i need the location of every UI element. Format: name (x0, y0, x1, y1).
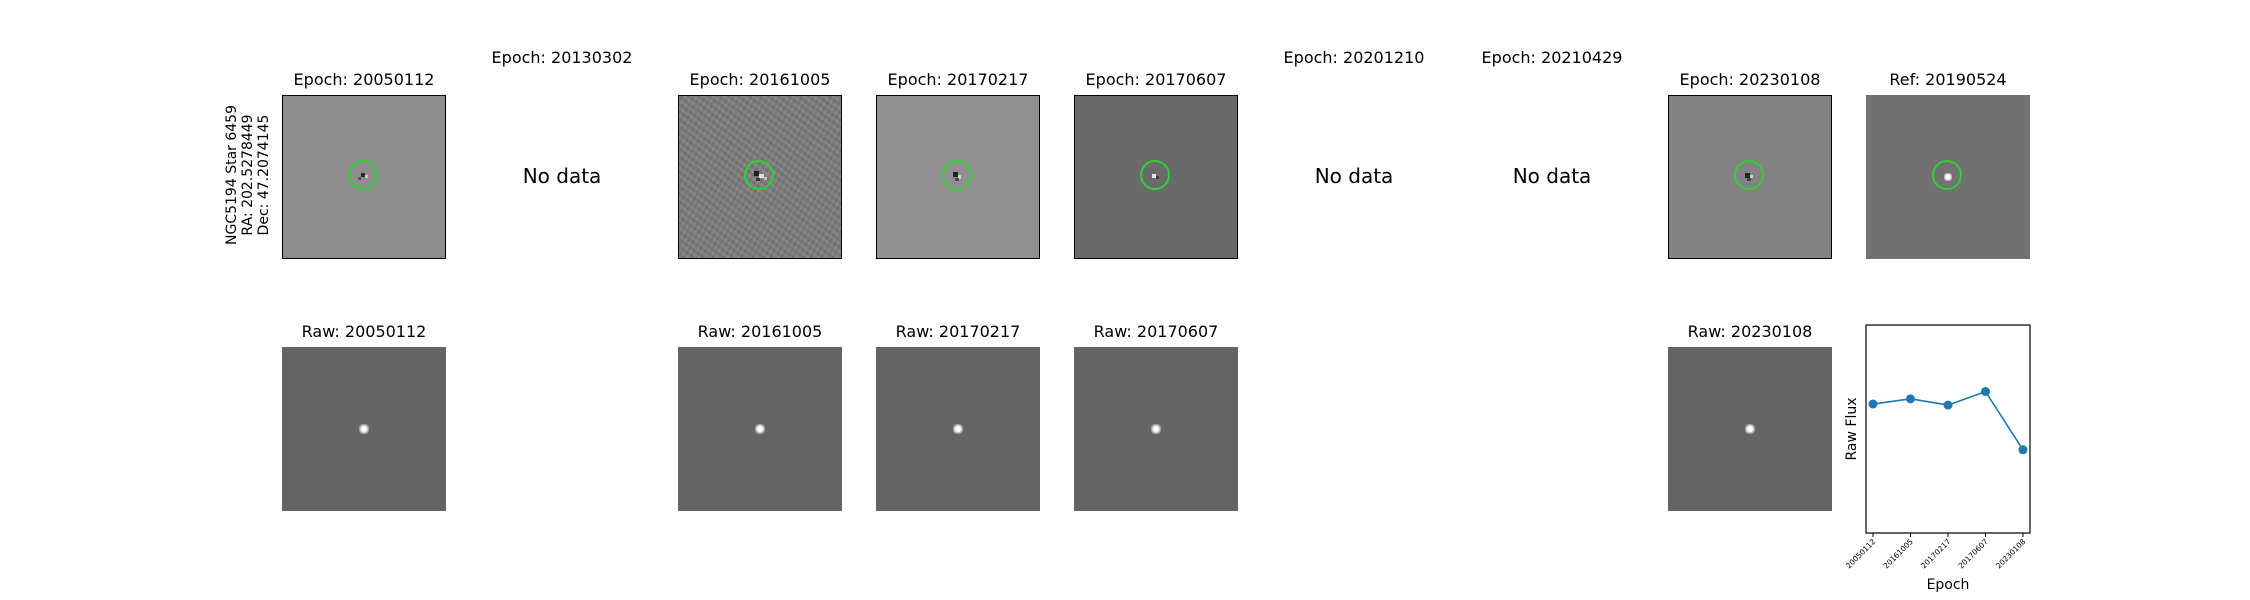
diff-title-20170607: Epoch: 20170607 (1085, 70, 1227, 89)
target-circle (942, 160, 972, 190)
no-data-20130302: No data (522, 164, 602, 188)
diff-image-20230108[interactable] (1668, 95, 1832, 259)
diff-title-20230108: Epoch: 20230108 (1679, 70, 1821, 89)
no-data-20201210: No data (1314, 164, 1394, 188)
raw-star (953, 424, 963, 434)
diff-title-20210429: Epoch: 20210429 (1481, 48, 1623, 67)
raw-image-20170217[interactable] (876, 347, 1040, 511)
data-point (1868, 399, 1878, 409)
x-tick-label: 20050112 (1844, 537, 1878, 571)
diff-image-20050112[interactable] (282, 95, 446, 259)
diff-image-20170607[interactable] (1074, 95, 1238, 259)
x-axis-label: Epoch (1927, 577, 1970, 593)
object-ra: RA: 202.5278449 (240, 114, 256, 236)
raw-star (1745, 424, 1755, 434)
raw-image-20170607[interactable] (1074, 347, 1238, 511)
raw-star (755, 424, 765, 434)
x-tick-label: 20170217 (1919, 537, 1953, 571)
x-tick-label: 20230108 (1994, 537, 2028, 571)
target-circle (1932, 160, 1962, 190)
no-data-20210429: No data (1512, 164, 1592, 188)
diff-title-20201210: Epoch: 20201210 (1283, 48, 1425, 67)
target-circle (348, 160, 378, 190)
diff-title-20170217: Epoch: 20170217 (887, 70, 1029, 89)
light-curve-chart[interactable]: 20050112 20161005 20170217 20170607 20230108… (1820, 300, 2080, 600)
raw-title-20161005: Raw: 20161005 (697, 322, 823, 341)
data-point (1943, 400, 1953, 410)
raw-title-20170217: Raw: 20170217 (895, 322, 1021, 341)
raw-title-20050112: Raw: 20050112 (301, 322, 427, 341)
x-tick-label: 20170607 (1957, 537, 1991, 571)
raw-image-20050112[interactable] (282, 347, 446, 511)
series-line (1872, 390, 2024, 451)
raw-image-20230108[interactable] (1668, 347, 1832, 511)
axes-frame (1865, 324, 2031, 534)
diff-title-20161005: Epoch: 20161005 (689, 70, 831, 89)
diff-title-20130302: Epoch: 20130302 (491, 48, 633, 67)
raw-star (359, 424, 369, 434)
x-tick-label: 20161005 (1882, 537, 1916, 571)
ref-image[interactable] (1866, 95, 2030, 259)
object-label: NGC5194 Star 6459 RA: 202.5278449 Dec: 4… (224, 105, 272, 245)
ref-title: Ref: 20190524 (1889, 70, 2007, 89)
target-circle (1140, 160, 1170, 190)
raw-star (1151, 424, 1161, 434)
object-dec: Dec: 47.2074145 (256, 114, 272, 236)
data-point (2018, 445, 2028, 455)
raw-title-20170607: Raw: 20170607 (1093, 322, 1219, 341)
diff-image-20161005[interactable] (678, 95, 842, 259)
y-axis-label: Raw Flux (1844, 398, 1860, 461)
target-circle (1734, 160, 1764, 190)
raw-image-20161005[interactable] (678, 347, 842, 511)
object-name: NGC5194 Star 6459 (224, 105, 240, 245)
target-circle (744, 160, 774, 190)
diff-title-20050112: Epoch: 20050112 (293, 70, 435, 89)
data-point (1981, 387, 1990, 397)
diff-image-20170217[interactable] (876, 95, 1040, 259)
raw-title-20230108: Raw: 20230108 (1687, 322, 1813, 341)
data-point (1906, 394, 1915, 404)
